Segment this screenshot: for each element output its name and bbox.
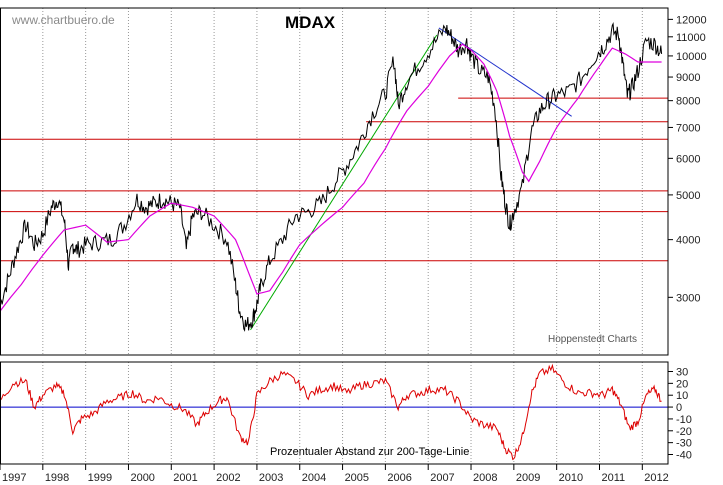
chart-title: MDAX — [285, 13, 336, 32]
x-tick-label-2002: 2002 — [216, 472, 240, 484]
osc-y-tick-label--20: -20 — [676, 426, 692, 438]
osc-y-tick-label-20: 20 — [676, 378, 688, 390]
x-tick-label-2004: 2004 — [302, 472, 326, 484]
vertical-grid — [0, 8, 643, 464]
oscillator-line — [0, 363, 662, 461]
x-tick-label-2012: 2012 — [644, 472, 668, 484]
chart-frame — [0, 7, 669, 465]
osc-y-tick-label-0: 0 — [676, 402, 682, 414]
x-tick-label-2009: 2009 — [516, 472, 540, 484]
osc-y-tick-label--30: -30 — [676, 438, 692, 450]
y-tick-label-8000: 8000 — [676, 96, 700, 108]
main-panel-border — [0, 7, 669, 356]
osc-y-tick-label-10: 10 — [676, 390, 688, 402]
y-tick-label-11000: 11000 — [676, 32, 706, 44]
y-tick-label-3000: 3000 — [676, 292, 700, 304]
y-tick-label-12000: 12000 — [676, 14, 707, 26]
source-label: Hoppenstedt Charts — [548, 334, 637, 345]
osc-y-tick-label--10: -10 — [676, 414, 692, 426]
x-tick-label-2000: 2000 — [130, 472, 154, 484]
x-tick-label-1997: 1997 — [2, 472, 26, 484]
trendlines — [250, 27, 572, 331]
moving_average_200-line — [0, 43, 662, 312]
x-tick-label-2001: 2001 — [173, 472, 197, 484]
x-tick-label-2011: 2011 — [601, 472, 625, 484]
oscillator-panel-border — [0, 361, 669, 465]
x-tick-label-2003: 2003 — [259, 472, 283, 484]
price-line — [0, 21, 663, 332]
x-tick-label-2008: 2008 — [473, 472, 497, 484]
oscillator-panel — [0, 363, 668, 461]
price-series — [0, 21, 663, 332]
y-tick-label-9000: 9000 — [676, 72, 700, 84]
downtrend-trendline — [438, 27, 572, 117]
x-tick-label-2010: 2010 — [559, 472, 583, 484]
y-tick-label-4000: 4000 — [676, 235, 700, 247]
watermark: www.chartbuero.de — [11, 13, 115, 27]
y-tick-label-7000: 7000 — [676, 122, 700, 134]
uptrend-trendline — [250, 34, 438, 331]
x-tick-label-2005: 2005 — [345, 472, 369, 484]
x-tick-label-2007: 2007 — [430, 472, 454, 484]
y-tick-label-5000: 5000 — [676, 190, 700, 202]
y-tick-label-6000: 6000 — [676, 153, 700, 165]
x-tick-label-1998: 1998 — [45, 472, 69, 484]
x-tick-label-2006: 2006 — [387, 472, 411, 484]
y-axis-ticks: 3000 4000 5000 6000 7000 8000 9000 10000 11000 12… — [668, 14, 707, 304]
oscillator-label: Prozentualer Abstand zur 200-Tage-Linie — [270, 446, 469, 458]
x-tick-label-1999: 1999 — [88, 472, 112, 484]
osc-y-tick-label-30: 30 — [676, 366, 688, 378]
osc-y-tick-label--40: -40 — [676, 450, 692, 462]
y-tick-label-10000: 10000 — [676, 51, 707, 63]
x-axis-ticks: 1997 1998 1999 2000 2001 2002 2003 2004 2005 2006… — [0, 464, 669, 484]
